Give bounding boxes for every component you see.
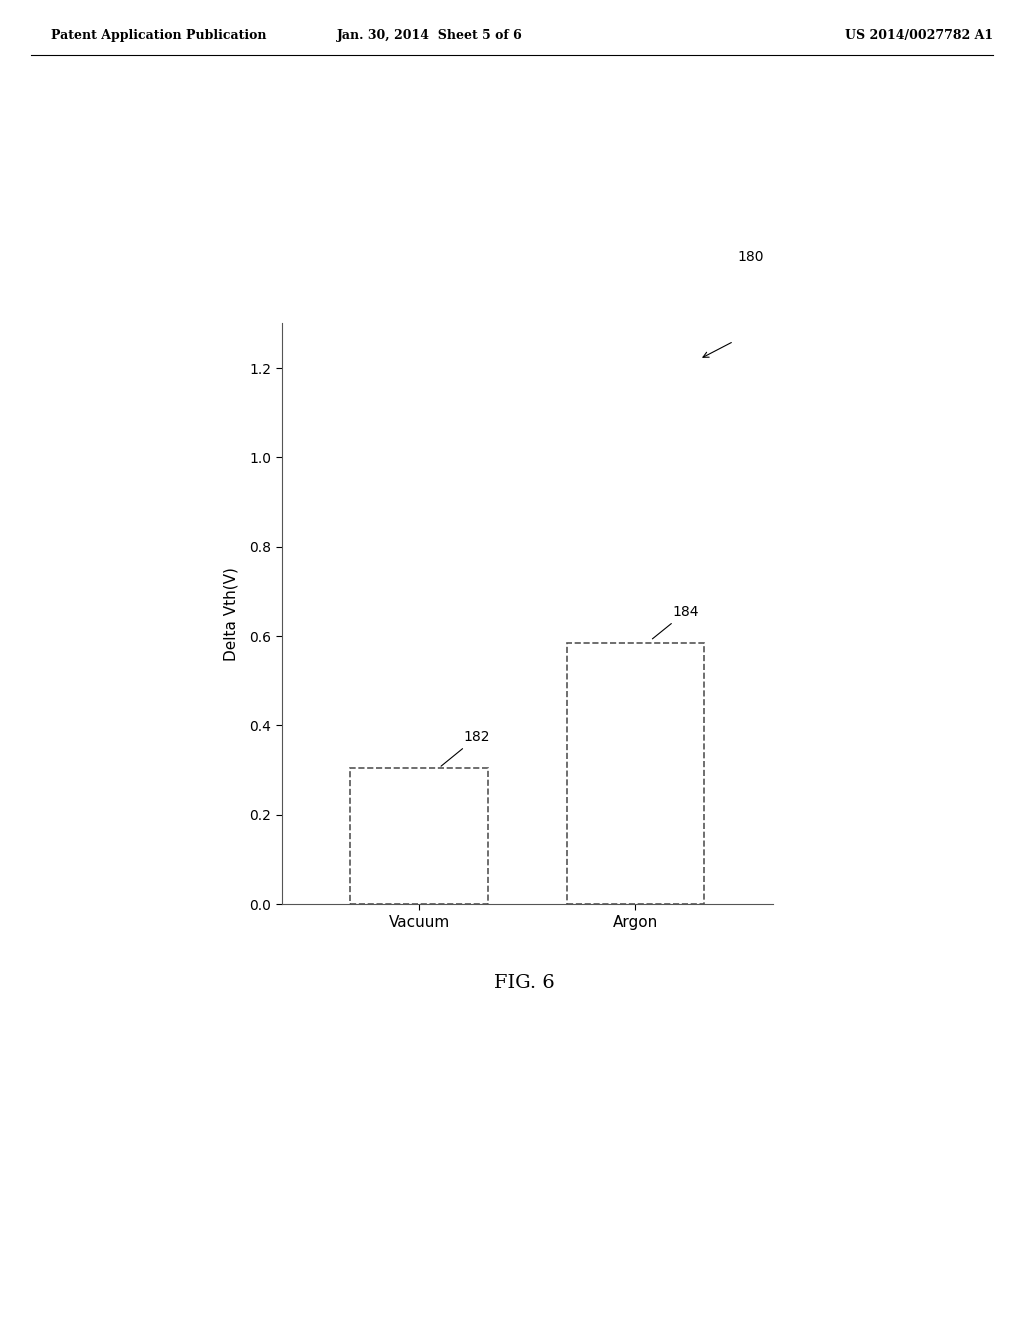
Y-axis label: Delta Vth(V): Delta Vth(V) (223, 566, 238, 661)
Text: Patent Application Publication: Patent Application Publication (51, 29, 266, 42)
Text: Jan. 30, 2014  Sheet 5 of 6: Jan. 30, 2014 Sheet 5 of 6 (337, 29, 523, 42)
Text: FIG. 6: FIG. 6 (494, 974, 555, 993)
Text: US 2014/0027782 A1: US 2014/0027782 A1 (845, 29, 993, 42)
FancyBboxPatch shape (566, 643, 705, 904)
Text: 182: 182 (441, 730, 489, 766)
FancyBboxPatch shape (350, 768, 488, 904)
Text: 180: 180 (737, 251, 764, 264)
Text: 184: 184 (652, 605, 698, 639)
